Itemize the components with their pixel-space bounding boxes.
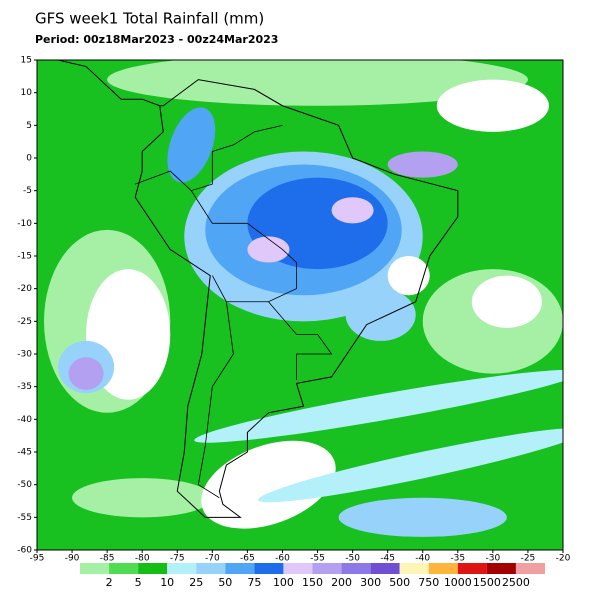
x-tick-label: -45: [380, 554, 395, 564]
colorbar-swatch: [254, 563, 284, 574]
x-tick-label: -80: [135, 554, 150, 564]
x-tick-label: -40: [415, 554, 430, 564]
map-period: Period: 00z18Mar2023 - 00z24Mar2023: [35, 33, 278, 46]
colorbar-swatch: [283, 563, 313, 574]
map-title: GFS week1 Total Rainfall (mm): [35, 10, 264, 28]
colorbar-label: 10: [160, 576, 174, 589]
x-tick-label: -30: [486, 554, 501, 564]
y-tick-label: 10: [21, 88, 33, 98]
colorbar-label: 150: [302, 576, 323, 589]
colorbar-swatch: [457, 563, 487, 574]
colorbar-swatch: [196, 563, 226, 574]
colorbar-label: 1500: [473, 576, 501, 589]
colorbar-label: 100: [273, 576, 294, 589]
y-tick-label: -10: [17, 219, 32, 229]
colorbar-swatch: [341, 563, 371, 574]
rain-area: [387, 256, 430, 296]
border: [268, 301, 333, 381]
rain-area: [201, 440, 336, 529]
y-tick-label: -25: [17, 317, 32, 327]
colorbar-swatch: [515, 563, 545, 574]
colorbar-swatch: [428, 563, 458, 574]
y-tick-label: 5: [26, 121, 32, 131]
colorbar-swatch: [109, 563, 139, 574]
x-tick-label: -25: [521, 554, 536, 564]
x-tick-label: -90: [65, 554, 80, 564]
colorbar-label: 200: [331, 576, 352, 589]
x-tick-label: -65: [240, 554, 255, 564]
x-tick-label: -85: [100, 554, 115, 564]
rain-area: [258, 427, 563, 503]
x-tick-label: -95: [30, 554, 45, 564]
y-tick-label: -30: [17, 350, 32, 360]
border: [197, 301, 234, 499]
rain-area: [247, 236, 290, 263]
y-tick-label: -35: [17, 382, 32, 392]
y-tick-label: -15: [17, 252, 32, 262]
y-tick-label: 0: [26, 154, 32, 164]
colorbar-swatch: [138, 563, 168, 574]
x-tick-label: -70: [205, 554, 220, 564]
y-tick-label: -40: [17, 415, 32, 425]
rain-area: [387, 151, 458, 178]
x-tick-label: -55: [310, 554, 325, 564]
border: [190, 124, 297, 303]
border: [135, 170, 192, 191]
x-tick-label: -35: [450, 554, 465, 564]
map-area: [37, 60, 563, 550]
y-tick-label: 15: [21, 56, 32, 66]
rain-area: [331, 197, 374, 224]
colorbar-swatch: [312, 563, 342, 574]
y-tick-label: -55: [17, 513, 32, 523]
y-tick-label: -50: [17, 480, 32, 490]
colorbar-label: 2500: [502, 576, 530, 589]
y-tick-label: -5: [23, 186, 32, 196]
rain-area: [471, 275, 542, 328]
y-tick-label: -20: [17, 284, 32, 294]
x-tick-label: -60: [275, 554, 290, 564]
x-tick-label: -50: [345, 554, 360, 564]
coastline: [56, 60, 160, 107]
rain-area: [72, 478, 213, 518]
colorbar-label: 5: [135, 576, 142, 589]
y-tick-label: -45: [17, 448, 32, 458]
y-tick-label: -60: [17, 546, 32, 556]
colorbar-label: 75: [247, 576, 261, 589]
rain-area: [436, 79, 549, 132]
colorbar-label: 300: [360, 576, 381, 589]
colorbar-swatch: [167, 563, 197, 574]
colorbar-swatch: [225, 563, 255, 574]
rain-area: [167, 107, 216, 183]
rain-area: [338, 497, 507, 537]
rain-area: [68, 357, 104, 390]
colorbar-swatch: [80, 563, 110, 574]
coastline: [134, 79, 459, 518]
map-frame: [36, 59, 564, 551]
rain-area: [194, 369, 563, 443]
colorbar-swatch: [486, 563, 516, 574]
colorbar-label: 500: [389, 576, 410, 589]
rain-area: [345, 288, 416, 341]
colorbar-label: 25: [189, 576, 203, 589]
x-tick-label: -75: [170, 554, 185, 564]
x-tick-label: -20: [556, 554, 571, 564]
colorbar-label: 2: [106, 576, 113, 589]
colorbar-swatch: [370, 563, 400, 574]
colorbar-label: 1000: [444, 576, 472, 589]
colorbar-label: 750: [418, 576, 439, 589]
colorbar-label: 50: [218, 576, 232, 589]
rain-area: [107, 60, 528, 106]
colorbar-swatch: [399, 563, 429, 574]
